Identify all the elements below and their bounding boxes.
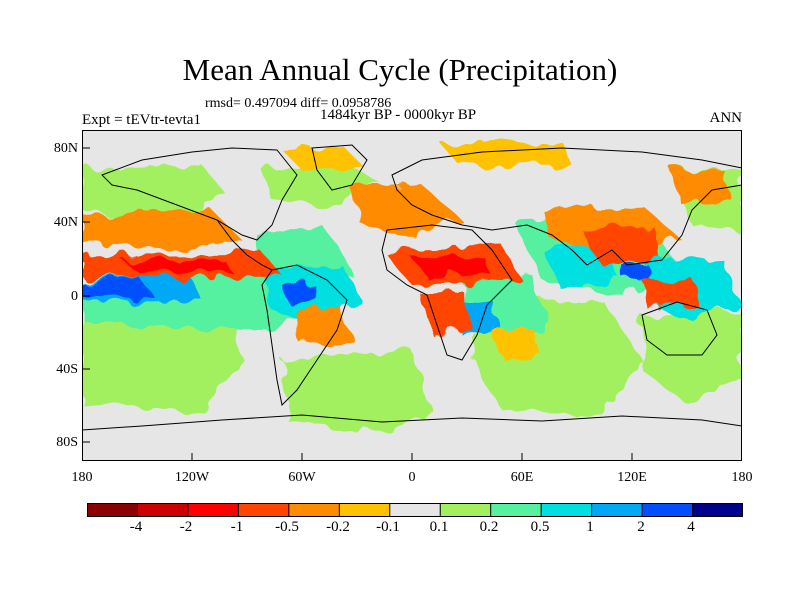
colorbar-label: 2	[637, 519, 645, 535]
coastline-australia	[641, 301, 718, 356]
colorbar-label: -4	[129, 519, 143, 535]
colorbar-cell	[187, 503, 239, 517]
colorbar-cell	[238, 503, 290, 517]
colorbar-label: -0.2	[326, 519, 350, 535]
anomaly-region	[642, 278, 697, 308]
anomaly-region	[672, 168, 732, 205]
anomaly-region	[82, 280, 152, 298]
anomaly-region	[352, 185, 462, 240]
colorbar-label: 4	[687, 519, 695, 535]
x-tick-label: 60E	[510, 470, 534, 485]
anomaly-region	[122, 258, 232, 275]
colorbar-label: 0.5	[530, 519, 550, 535]
anomaly-region	[492, 328, 542, 358]
coastline-south-america	[261, 264, 348, 407]
colorbar-cell	[642, 503, 694, 517]
y-tick-label: 80N	[53, 141, 78, 156]
colorbar-label: 1	[586, 519, 594, 535]
colorbar-label: 0.1	[429, 519, 449, 535]
anomaly-region	[282, 145, 362, 170]
anomaly-region	[582, 225, 662, 265]
anomaly-region	[622, 263, 650, 282]
colorbar-label: -2	[179, 519, 193, 535]
anomaly-region	[292, 308, 352, 345]
experiment-label: Expt = tEVtr-tevta1	[82, 112, 201, 128]
y-tick-label: 40S	[56, 362, 78, 377]
coastline-antarctica	[82, 414, 742, 431]
anomaly-region	[282, 282, 317, 302]
anomaly-region	[262, 160, 382, 205]
x-tick-label: 180	[731, 470, 753, 485]
y-tick-label: 80S	[56, 435, 78, 450]
colorbar-label: 0.2	[479, 519, 499, 535]
season-label: ANN	[709, 110, 743, 126]
colorbar-cell	[541, 503, 593, 517]
colorbar-cell	[591, 503, 643, 517]
colorbar	[87, 503, 743, 517]
colorbar-label: -0.5	[275, 519, 299, 535]
anomaly-region	[82, 210, 242, 248]
colorbar-label: -1	[230, 519, 244, 535]
colorbar-cell	[137, 503, 189, 517]
period-text: 1484kyr BP - 0000kyr BP	[320, 107, 477, 123]
anomaly-region	[282, 350, 432, 430]
colorbar-cell	[440, 503, 492, 517]
colorbar-frame	[87, 503, 743, 517]
colorbar-label: -0.1	[376, 519, 400, 535]
stats-text: rmsd= 0.497094 diff= 0.0958786	[205, 96, 392, 111]
x-tick-label: 0	[408, 470, 416, 485]
coastline-central-america	[216, 219, 273, 271]
colorbar-cell	[490, 503, 542, 517]
coastline-africa	[381, 224, 513, 361]
coastline-eurasia	[391, 147, 742, 266]
x-tick-label: 60W	[288, 470, 316, 485]
precipitation-map	[82, 130, 742, 461]
y-tick-label: 40N	[53, 215, 78, 230]
anomaly-region	[412, 255, 492, 278]
colorbar-cell	[339, 503, 391, 517]
colorbar-cell	[87, 503, 138, 517]
colorbar-cell	[288, 503, 340, 517]
anomaly-region	[82, 165, 222, 220]
y-tick-label: 0	[71, 289, 78, 304]
coastlines	[82, 144, 742, 431]
map-ticks	[82, 147, 633, 461]
coastline-north-america	[101, 147, 298, 241]
map-title: Mean Annual Cycle (Precipitation)	[182, 52, 618, 87]
anomaly-region	[422, 290, 472, 335]
x-tick-label: 180	[71, 470, 93, 485]
colorbar-cell	[389, 503, 441, 517]
x-tick-label: 120E	[617, 470, 647, 485]
coastline-greenland	[311, 144, 368, 191]
anomaly-region	[442, 142, 572, 168]
colorbar-cell	[692, 503, 743, 517]
x-tick-label: 120W	[174, 470, 210, 485]
